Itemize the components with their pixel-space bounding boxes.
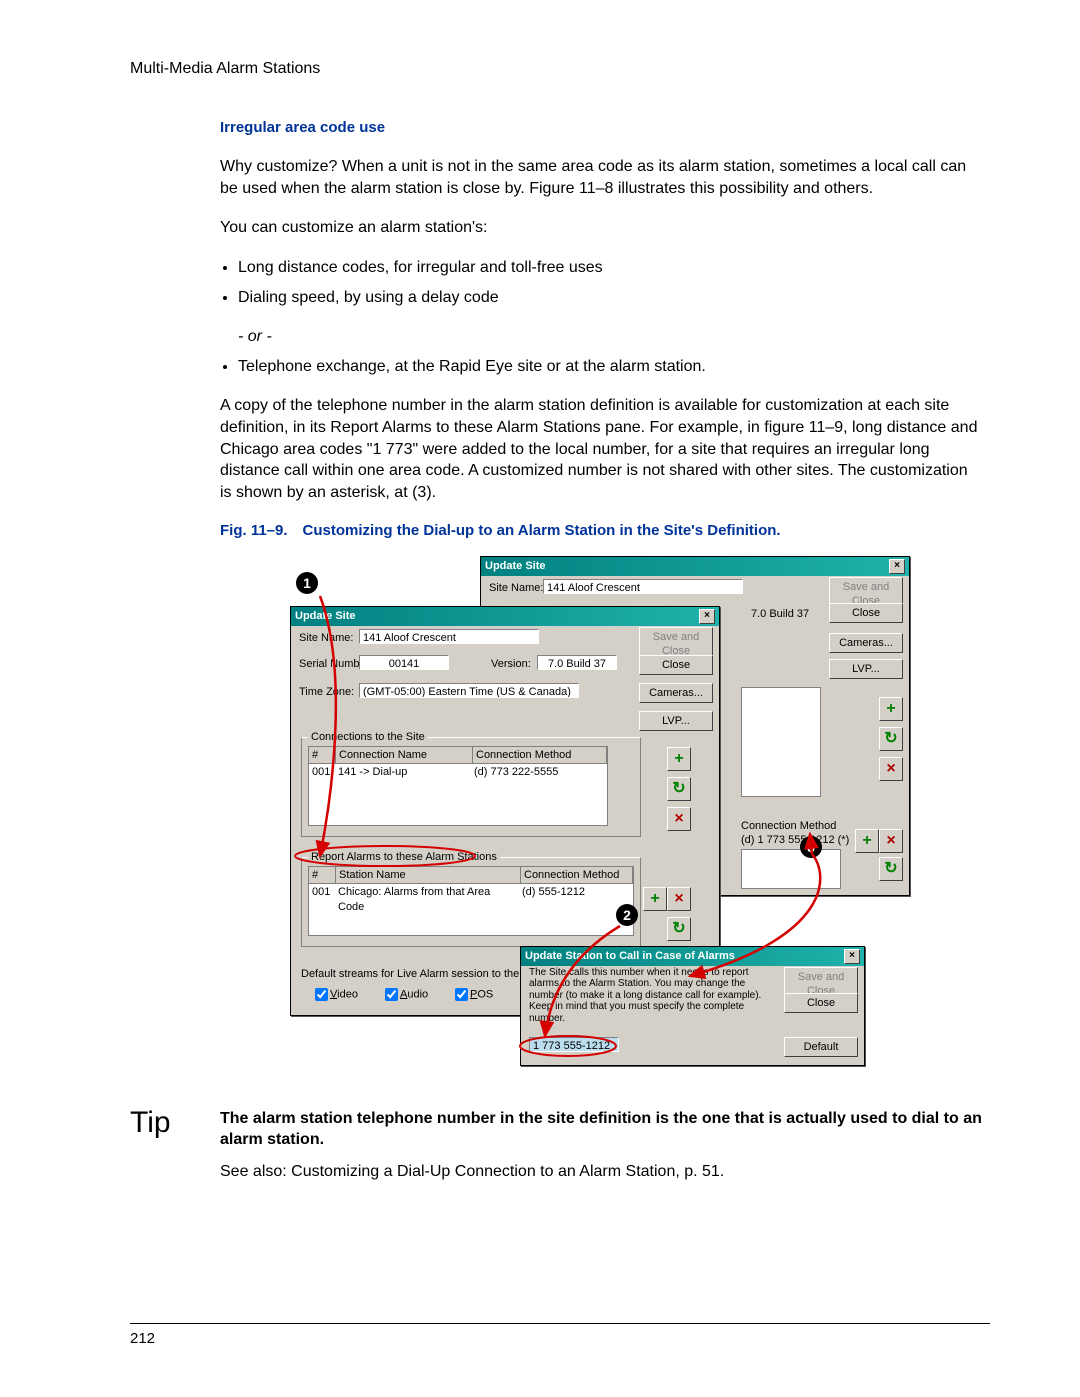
- refresh-icon[interactable]: ↻: [879, 857, 903, 881]
- section-heading: Irregular area code use: [220, 118, 980, 138]
- lvp-button-back[interactable]: LVP...: [829, 659, 903, 680]
- bullet-dialing-speed: Dialing speed, by using a delay code: [238, 287, 980, 309]
- checkbox-pos[interactable]: POS: [451, 985, 493, 1004]
- col-station-name: Station Name: [336, 867, 521, 884]
- field-serial[interactable]: 00141: [359, 655, 449, 670]
- para-intro-list: You can customize an alarm station's:: [220, 217, 980, 239]
- conn-method-label-back: Connection Method: [741, 819, 836, 834]
- list-row[interactable]: 001 Chicago: Alarms from that Area Code …: [309, 884, 633, 916]
- delete-icon[interactable]: ×: [667, 887, 691, 911]
- para-copy-number: A copy of the telephone number in the al…: [220, 395, 980, 503]
- callout-2: 2: [616, 904, 638, 926]
- call-window-titlebar[interactable]: Update Station to Call in Case of Alarms…: [521, 947, 864, 966]
- group-connections: Connections to the Site: [308, 730, 428, 745]
- bullet-telephone-exchange: Telephone exchange, at the Rapid Eye sit…: [238, 356, 980, 378]
- bullet-long-distance: Long distance codes, for irregular and t…: [238, 257, 980, 279]
- cameras-button-back[interactable]: Cameras...: [829, 633, 903, 654]
- checkbox-audio[interactable]: Audio: [381, 985, 428, 1004]
- refresh-icon[interactable]: ↻: [667, 777, 691, 801]
- label-timezone: Time Zone:: [299, 685, 354, 700]
- conn-method-value-back: (d) 1 773 555-1212 (*): [741, 833, 849, 848]
- close-button[interactable]: Close: [639, 655, 713, 676]
- delete-icon[interactable]: ×: [879, 757, 903, 781]
- front-window-title: Update Site: [295, 609, 356, 624]
- call-window-desc: The Site calls this number when it needs…: [529, 967, 779, 1025]
- label-site-name: Site Name:: [299, 631, 353, 646]
- refresh-icon[interactable]: ↻: [879, 727, 903, 751]
- tip-label: Tip: [130, 1108, 220, 1138]
- group-report-alarms: Report Alarms to these Alarm Stations: [308, 850, 500, 865]
- field-timezone[interactable]: (GMT-05:00) Eastern Time (US & Canada): [359, 683, 579, 698]
- field-site-name[interactable]: 141 Aloof Crescent: [359, 629, 539, 644]
- col-conn-method: Connection Method: [473, 747, 607, 764]
- lvp-button[interactable]: LVP...: [639, 711, 713, 732]
- tip-see-also: See also: Customizing a Dial-Up Connecti…: [220, 1163, 724, 1180]
- call-window-title: Update Station to Call in Case of Alarms: [525, 949, 735, 964]
- figure-caption: Fig. 11–9. Customizing the Dial-up to an…: [220, 521, 980, 541]
- list-row[interactable]: 001 141 -> Dial-up (d) 773 222-5555: [309, 764, 607, 781]
- close-button-call[interactable]: Close: [784, 993, 858, 1014]
- back-window-title: Update Site: [485, 559, 546, 574]
- callout-3: 3: [800, 836, 822, 858]
- col-num: #: [309, 867, 336, 884]
- phone-number-field[interactable]: 1 773 555-1212: [529, 1037, 619, 1052]
- close-icon[interactable]: ×: [699, 609, 715, 624]
- field-version: 7.0 Build 37: [537, 655, 617, 670]
- close-button-back[interactable]: Close: [829, 603, 903, 624]
- page-header: Multi-Media Alarm Stations: [130, 60, 990, 78]
- cameras-button[interactable]: Cameras...: [639, 683, 713, 704]
- para-why-customize: Why customize? When a unit is not in the…: [220, 156, 980, 199]
- label-version: Version:: [491, 657, 531, 672]
- front-window-titlebar[interactable]: Update Site ×: [291, 607, 719, 626]
- figure-screenshot: Update Site × Site Name: 141 Aloof Cresc…: [290, 556, 910, 1086]
- delete-icon[interactable]: ×: [667, 807, 691, 831]
- or-text: - or -: [238, 326, 980, 348]
- add-icon[interactable]: +: [643, 887, 667, 911]
- col-conn-method: Connection Method: [521, 867, 633, 884]
- default-button[interactable]: Default: [784, 1037, 858, 1058]
- page-number: 212: [130, 1330, 155, 1347]
- tip-bold-text: The alarm station telephone number in th…: [220, 1110, 982, 1149]
- checkbox-video[interactable]: VVideoideo: [311, 985, 358, 1004]
- delete-icon[interactable]: ×: [879, 829, 903, 853]
- version-value-back: 7.0 Build 37: [751, 607, 809, 622]
- back-window-titlebar[interactable]: Update Site ×: [481, 557, 909, 576]
- label-site-name-back: Site Name:: [489, 581, 543, 596]
- close-icon[interactable]: ×: [844, 949, 860, 964]
- callout-1: 1: [296, 572, 318, 594]
- add-icon[interactable]: +: [855, 829, 879, 853]
- add-icon[interactable]: +: [667, 747, 691, 771]
- default-streams-label: Default streams for Live Alarm session t…: [301, 967, 544, 982]
- close-icon[interactable]: ×: [889, 559, 905, 574]
- add-icon[interactable]: +: [879, 697, 903, 721]
- refresh-icon[interactable]: ↻: [667, 917, 691, 941]
- col-num: #: [309, 747, 336, 764]
- field-site-name-back[interactable]: 141 Aloof Crescent: [543, 579, 743, 594]
- col-conn-name: Connection Name: [336, 747, 473, 764]
